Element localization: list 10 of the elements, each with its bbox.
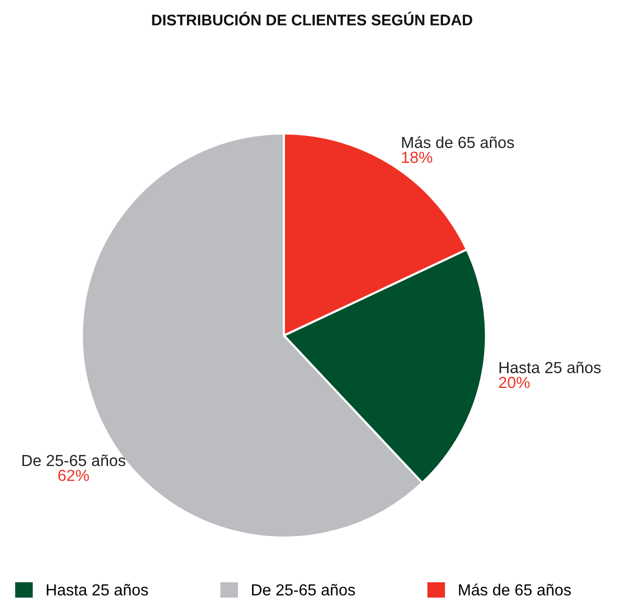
legend-label: De 25-65 años (252, 584, 355, 596)
data-label: 18% (402, 152, 432, 163)
chart-title: DISTRIBUCIÓN DE CLIENTES SEGÚN EDAD (152, 12, 472, 26)
slice-label: Hasta 25 años (500, 362, 601, 374)
legend-label: Más de 65 años (459, 584, 571, 596)
slice-label: De 25-65 años (22, 454, 126, 466)
slice-label: Más de 65 años (402, 136, 514, 148)
data-label: 62% (58, 470, 89, 482)
legend-label: Hasta 25 años (46, 584, 148, 596)
data-label: 20% (499, 376, 530, 388)
